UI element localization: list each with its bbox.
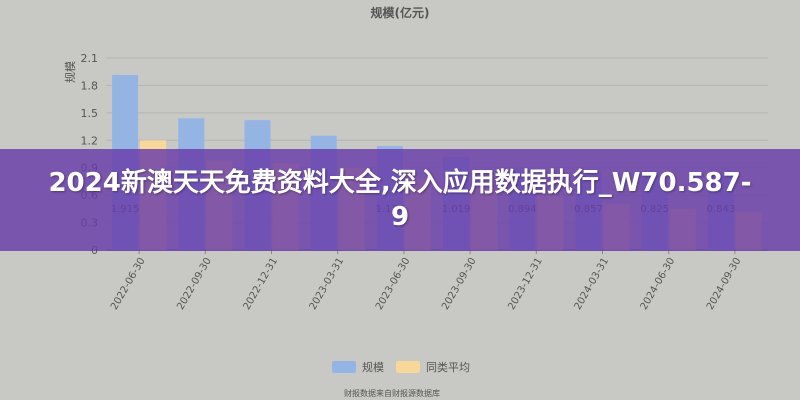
headline-banner: 2024新澳天天免费资料大全,深入应用数据执行_W70.587-9 (0, 149, 800, 251)
x-tick-label: 2023-12-31 (506, 256, 545, 312)
x-tick-label: 2024-03-31 (573, 256, 612, 312)
x-tick-label: 2022-12-31 (242, 256, 281, 312)
y-tick-label: 1.8 (81, 79, 99, 92)
headline-title: 2024新澳天天免费资料大全,深入应用数据执行_W70.587-9 (48, 168, 752, 232)
x-tick-label: 2023-03-31 (308, 256, 347, 312)
legend-item[interactable]: 同类平均 (396, 360, 470, 374)
x-tick-label: 2023-09-30 (440, 256, 479, 312)
source-note: 财报数据来自财报源数据库 (344, 388, 440, 398)
legend-label: 同类平均 (426, 360, 470, 374)
y-tick-label: 1.2 (81, 134, 99, 147)
legend[interactable]: 规模 同类平均 (332, 360, 470, 374)
chart-title: 规模(亿元) (371, 5, 430, 20)
legend-label: 规模 (362, 360, 384, 374)
x-tick-label: 2023-06-30 (374, 256, 413, 312)
legend-item[interactable]: 规模 (332, 360, 384, 374)
x-tick-label: 2024-06-30 (639, 256, 678, 312)
legend-swatch (396, 361, 420, 373)
x-tick-label: 2022-09-30 (175, 256, 214, 312)
y-axis-label: 规模 (63, 61, 77, 83)
y-tick-label: 1.5 (81, 107, 99, 120)
x-axis: 2022-06-30 2022-09-30 2022-12-31 2023-03-31… (109, 250, 743, 312)
x-tick-label: 2024-09-30 (705, 256, 744, 312)
y-tick-label: 2.1 (81, 52, 99, 65)
x-tick-label: 2022-06-30 (109, 256, 148, 312)
legend-swatch (332, 361, 356, 373)
